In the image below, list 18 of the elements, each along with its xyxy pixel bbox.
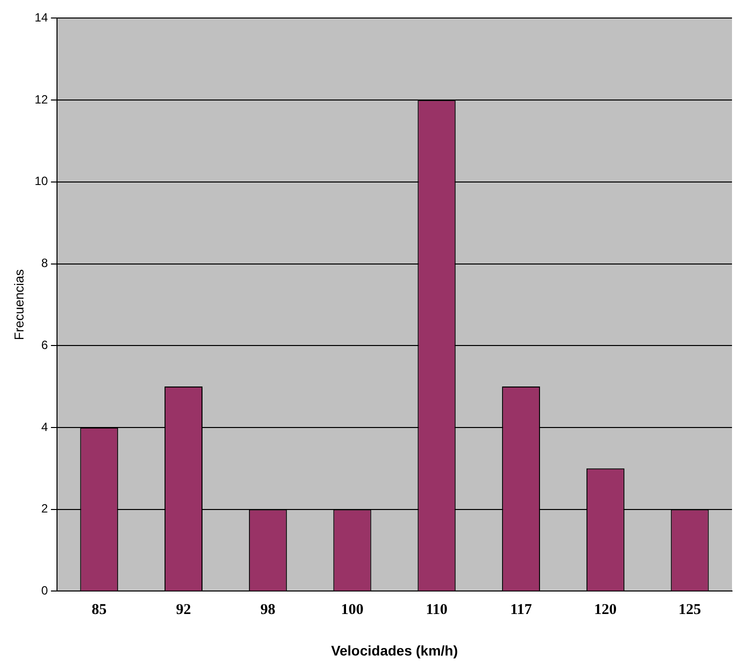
y-tick-label: 2 xyxy=(41,502,48,516)
y-tick-label: 6 xyxy=(41,338,48,352)
y-tick-label: 10 xyxy=(34,174,48,188)
x-tick-label: 85 xyxy=(92,602,107,618)
y-axis-title: Frecuencias xyxy=(11,268,26,340)
x-tick-label: 100 xyxy=(341,602,364,618)
x-axis-title: Velocidades (km/h) xyxy=(331,642,458,658)
x-tick-label: 92 xyxy=(176,602,192,618)
x-tick-label: 110 xyxy=(426,602,448,618)
y-tick-label: 14 xyxy=(34,10,48,25)
x-tick-label: 120 xyxy=(594,602,617,618)
x-tick-label: 98 xyxy=(260,602,276,618)
y-tick-label: 4 xyxy=(41,420,48,434)
x-tick-label: 117 xyxy=(510,602,532,618)
y-tick-label: 12 xyxy=(34,92,48,106)
x-tick-label: 125 xyxy=(678,602,702,618)
y-tick-label: 0 xyxy=(41,584,48,598)
y-tick-label: 8 xyxy=(41,256,48,270)
